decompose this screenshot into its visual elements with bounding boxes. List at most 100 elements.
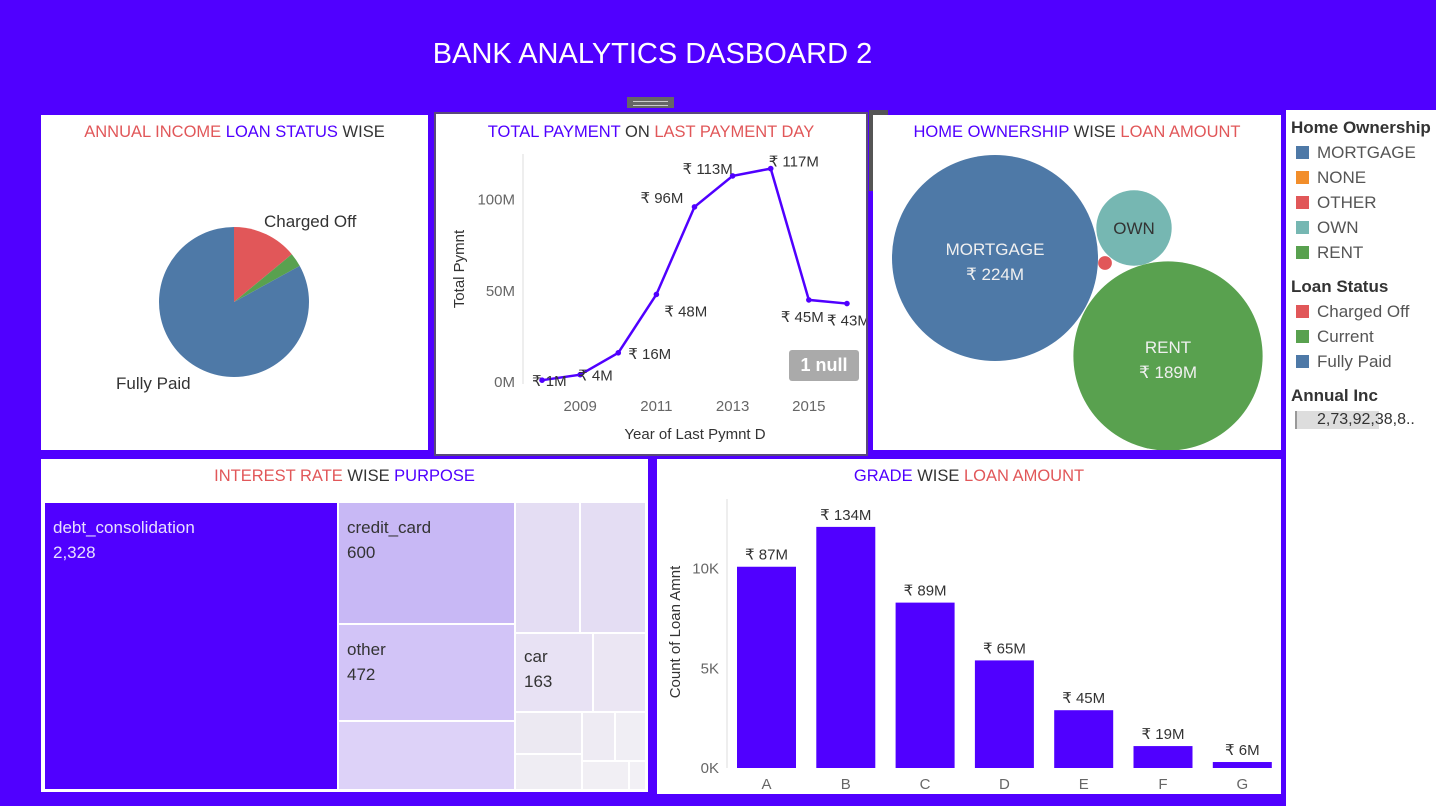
title-part: HOME OWNERSHIP	[913, 123, 1070, 141]
bubble-other[interactable]	[1098, 256, 1112, 270]
dashboard-title: BANK ANALYTICS DASBOARD 2	[432, 38, 873, 70]
y-tick-label: 50M	[486, 283, 515, 300]
x-tick-label: C	[920, 776, 931, 793]
legend-item-fully-paid[interactable]: Fully Paid	[1296, 352, 1392, 372]
treemap-label: debt_consolidation 2,328	[53, 515, 195, 565]
x-axis-label: Year of Last Pymnt D	[624, 426, 765, 443]
drag-handle[interactable]	[627, 97, 674, 108]
data-point[interactable]	[844, 300, 850, 307]
data-point[interactable]	[577, 371, 583, 378]
panel-title: HOME OWNERSHIP WISE LOAN AMOUNT	[873, 123, 1281, 142]
legend-swatch	[1296, 305, 1309, 318]
treemap-cell[interactable]	[593, 633, 646, 712]
bar-grade-c[interactable]	[895, 602, 955, 768]
x-tick-label: F	[1158, 776, 1167, 793]
x-tick-label: G	[1236, 776, 1248, 793]
treemap-cell-other[interactable]: other 472	[338, 624, 515, 721]
legend-item-none[interactable]: NONE	[1296, 168, 1366, 188]
null-indicator[interactable]: 1 null	[789, 350, 859, 381]
bubble-chart[interactable]: MORTGAGE ₹ 224M OWN RENT ₹ 189M	[873, 115, 1281, 450]
pie-slice-current[interactable]	[234, 254, 300, 302]
data-point[interactable]	[729, 173, 736, 179]
x-tick-label: 2009	[563, 398, 596, 415]
title-part: INTEREST RATE	[214, 467, 343, 485]
treemap-cell[interactable]	[515, 754, 582, 790]
treemap-cell[interactable]	[580, 502, 646, 633]
legend-item-current[interactable]: Current	[1296, 327, 1374, 347]
title-part: ANNUAL INCOME	[84, 123, 222, 141]
title-part: WISE	[342, 123, 385, 141]
bar-data-label: ₹ 87M	[745, 547, 788, 564]
bubble-rent[interactable]	[1073, 261, 1263, 450]
pie-slice-fully-paid[interactable]	[159, 227, 309, 377]
treemap-chart[interactable]: debt_consolidation 2,328 credit_card 600…	[44, 502, 646, 790]
treemap-cell[interactable]	[615, 712, 646, 761]
series-line[interactable]	[541, 167, 848, 382]
legend-item-other[interactable]: OTHER	[1296, 193, 1377, 213]
bar-grade-b[interactable]	[816, 526, 876, 768]
bar-grade-d[interactable]	[974, 660, 1034, 768]
legend-item-charged-off[interactable]: Charged Off	[1296, 302, 1409, 322]
legend-swatch	[1296, 146, 1309, 159]
annual-inc-slider[interactable]: 2,73,92,38,8..	[1295, 411, 1431, 429]
panel-title: ANNUAL INCOME LOAN STATUS WISE	[41, 123, 428, 142]
treemap-cell[interactable]	[338, 721, 515, 790]
x-tick-label: E	[1079, 776, 1089, 793]
data-label: ₹ 48M	[664, 303, 707, 320]
legend-swatch	[1296, 246, 1309, 259]
legend-item-mortgage[interactable]: MORTGAGE	[1296, 143, 1416, 163]
bar-grade-g[interactable]	[1212, 762, 1272, 768]
y-axis-label: Count of Loan Amnt	[667, 565, 684, 698]
bar-chart[interactable]: Count of Loan Amnt 0K 5K 10K ₹ 87M A ₹ 134M B ₹…	[657, 459, 1281, 794]
treemap-cell[interactable]	[582, 761, 629, 790]
data-point[interactable]	[806, 297, 812, 303]
line-chart[interactable]: Total Pymnt Year of Last Pymnt D 0M 50M 10…	[436, 114, 866, 454]
legend-item-own[interactable]: OWN	[1296, 218, 1359, 238]
treemap-cell[interactable]	[515, 712, 582, 754]
title-part: LOAN AMOUNT	[1120, 123, 1241, 141]
data-label: ₹ 1M	[532, 373, 567, 390]
bar-grade-a[interactable]	[737, 566, 796, 768]
bubble-value-label: ₹ 189M	[1139, 363, 1197, 382]
bar-data-label: ₹ 45M	[1062, 690, 1105, 707]
treemap-cell-car[interactable]: car 163	[515, 633, 593, 712]
title-part: LOAN STATUS	[225, 123, 338, 141]
pie-chart[interactable]: Charged Off Fully Paid	[41, 115, 428, 450]
y-axis-label: Total Pymnt	[451, 229, 468, 308]
data-label: ₹ 113M	[683, 161, 733, 178]
title-part: WISE	[1073, 123, 1116, 141]
data-point[interactable]	[615, 350, 622, 356]
treemap-cell[interactable]	[515, 502, 580, 633]
title-part: LAST PAYMENT DAY	[654, 123, 815, 141]
legend-item-rent[interactable]: RENT	[1296, 243, 1363, 263]
data-label: ₹ 96M	[641, 190, 684, 207]
treemap-cell-debt-consolidation[interactable]: debt_consolidation 2,328	[44, 502, 338, 790]
data-label: ₹ 45M	[781, 309, 824, 326]
data-point[interactable]	[539, 377, 545, 383]
treemap-label: other 472	[347, 637, 386, 687]
bar-grade-e[interactable]	[1054, 710, 1114, 768]
legend-label: OWN	[1317, 218, 1359, 237]
data-point[interactable]	[691, 204, 698, 210]
cell-name: credit_card	[347, 518, 432, 537]
pie-slice-charged-off[interactable]	[234, 227, 292, 302]
treemap-cell-credit-card[interactable]: credit_card 600	[338, 502, 515, 624]
title-part: PURPOSE	[394, 467, 475, 485]
panel-title: TOTAL PAYMENT ON LAST PAYMENT DAY	[436, 123, 866, 142]
x-tick-label: 2011	[640, 398, 672, 415]
y-tick-label: 100M	[477, 192, 515, 209]
bubble-category-label: MORTGAGE	[946, 240, 1045, 259]
treemap-cell[interactable]	[582, 712, 615, 761]
cell-value: 472	[347, 665, 376, 684]
treemap-cell[interactable]	[629, 761, 646, 790]
bubble-own[interactable]	[1096, 190, 1172, 266]
cell-value: 2,328	[53, 543, 96, 562]
data-point[interactable]	[653, 291, 660, 298]
y-tick-label: 0M	[494, 374, 515, 391]
legend-label: Fully Paid	[1317, 352, 1392, 371]
bar-grade-f[interactable]	[1133, 746, 1193, 768]
y-tick-label: 5K	[701, 660, 719, 677]
bubble-mortgage[interactable]	[892, 155, 1098, 361]
data-point[interactable]	[767, 165, 774, 172]
cell-value: 600	[347, 543, 376, 562]
